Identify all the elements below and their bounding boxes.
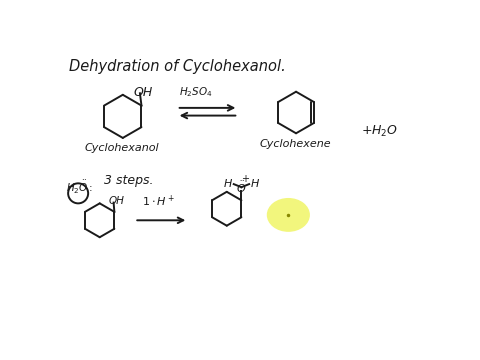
Text: 3 steps.: 3 steps. <box>104 174 153 187</box>
Text: OH: OH <box>108 195 124 206</box>
Text: OH: OH <box>134 86 153 99</box>
Text: Cyclohexanol: Cyclohexanol <box>84 143 159 153</box>
Text: $H_2SO_4$: $H_2SO_4$ <box>179 85 213 99</box>
Text: Dehydration of Cyclohexanol.: Dehydration of Cyclohexanol. <box>69 59 286 73</box>
Text: $H_2\ddot{O}:$: $H_2\ddot{O}:$ <box>66 179 93 196</box>
Text: H: H <box>251 179 260 189</box>
Ellipse shape <box>267 198 310 232</box>
Text: $1 \cdot H^+$: $1 \cdot H^+$ <box>142 193 175 209</box>
Text: $+ H_2O$: $+ H_2O$ <box>361 124 398 139</box>
Text: H: H <box>223 179 232 189</box>
Text: $\ddot{O}$: $\ddot{O}$ <box>236 180 247 195</box>
Text: Cyclohexene: Cyclohexene <box>260 139 332 149</box>
Text: +: + <box>241 175 249 184</box>
